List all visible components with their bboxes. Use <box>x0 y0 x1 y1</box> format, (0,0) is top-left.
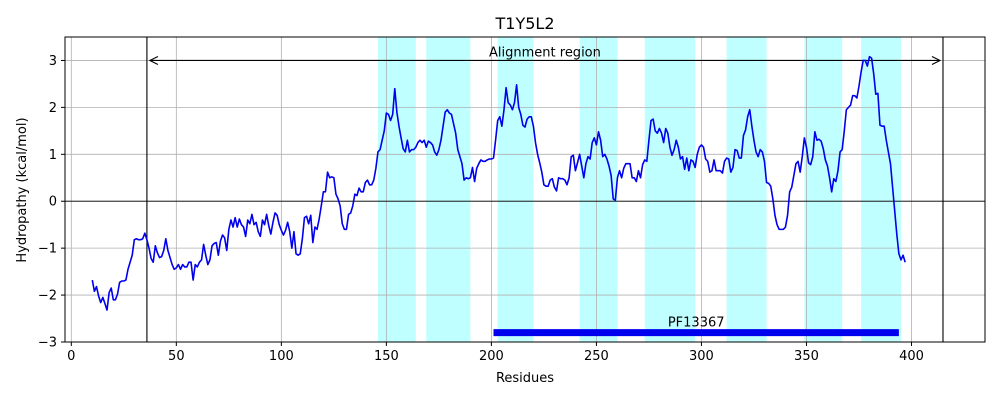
y-tick-label: 3 <box>49 54 57 69</box>
shaded-region <box>579 37 618 342</box>
axes: 0 50 100 150 200 250 300 350 400 −3 −2 −1 0 1 2 3 <box>38 36 986 364</box>
x-tick-label: 0 <box>67 349 75 364</box>
y-tick-label: 1 <box>49 148 57 163</box>
shaded-region <box>426 37 471 342</box>
domain-bar-label: PF13367 <box>668 316 725 331</box>
shaded-region <box>861 37 901 342</box>
shaded-region <box>726 37 767 342</box>
annotations: Alignment region PF13367 <box>65 37 985 342</box>
alignment-region-label: Alignment region <box>489 45 601 60</box>
x-tick-label: 250 <box>584 349 609 364</box>
y-tick-label: −3 <box>38 336 57 351</box>
x-tick-label: 150 <box>374 349 399 364</box>
hydropathy-line <box>91 55 906 311</box>
x-tick-label: 300 <box>689 349 714 364</box>
shaded-region <box>497 37 534 342</box>
y-axis-label: Hydropathy (kcal/mol) <box>15 117 30 262</box>
alignment-arrow-right-head <box>931 55 942 65</box>
shaded-region <box>804 37 843 342</box>
x-tick-label: 100 <box>269 349 294 364</box>
shaded-regions <box>377 37 901 342</box>
x-axis-label: Residues <box>496 371 554 386</box>
chart-title: T1Y5L2 <box>495 14 555 33</box>
series-lines <box>91 55 906 311</box>
y-tick-label: 0 <box>49 195 57 210</box>
shaded-region <box>377 37 416 342</box>
plot-frame <box>64 36 986 343</box>
y-tick-label: 2 <box>49 101 57 116</box>
x-tick-label: 350 <box>794 349 819 364</box>
shaded-region <box>644 37 696 342</box>
x-tick-label: 200 <box>479 349 504 364</box>
y-tick-label: −2 <box>38 289 57 304</box>
x-tick-label: 400 <box>899 349 924 364</box>
alignment-arrow-left-head <box>148 55 159 65</box>
y-tick-label: −1 <box>38 242 57 257</box>
x-tick-label: 50 <box>168 349 185 364</box>
